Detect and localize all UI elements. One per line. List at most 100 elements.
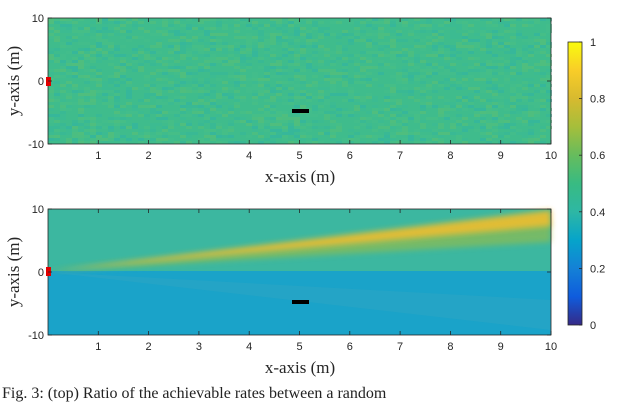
noise-cell [534,99,540,102]
noise-cell [504,18,510,21]
noise-cell [162,60,168,63]
noise-cell [168,24,174,27]
noise-cell [522,114,528,117]
noise-cell [150,111,156,114]
noise-cell [384,90,390,93]
noise-cell [420,90,426,93]
noise-cell [420,123,426,126]
noise-cell [330,57,336,60]
noise-cell [480,48,486,51]
noise-cell [294,141,300,144]
noise-cell [474,96,480,99]
noise-cell [210,33,216,36]
noise-cell [300,132,306,135]
noise-cell [90,123,96,126]
noise-cell [360,30,366,33]
noise-cell [366,123,372,126]
noise-cell [540,126,546,129]
noise-cell [282,111,288,114]
noise-cell [480,72,486,75]
noise-cell [504,75,510,78]
noise-cell [216,141,222,144]
noise-cell [288,81,294,84]
noise-cell [534,51,540,54]
noise-cell [270,123,276,126]
noise-cell [492,57,498,60]
noise-cell [180,48,186,51]
noise-cell [516,33,522,36]
noise-cell [312,39,318,42]
noise-cell [528,123,534,126]
noise-cell [108,135,114,138]
noise-cell [84,120,90,123]
noise-cell [258,60,264,63]
noise-cell [66,27,72,30]
noise-cell [522,99,528,102]
noise-cell [174,141,180,144]
noise-cell [144,87,150,90]
noise-cell [228,81,234,84]
noise-cell [540,63,546,66]
noise-cell [192,72,198,75]
noise-cell [114,117,120,120]
noise-cell [360,66,366,69]
noise-cell [180,45,186,48]
noise-cell [258,66,264,69]
noise-cell [540,141,546,144]
noise-cell [168,51,174,54]
noise-cell [402,57,408,60]
noise-cell [402,117,408,120]
noise-cell [312,75,318,78]
noise-cell [474,39,480,42]
noise-cell [234,81,240,84]
noise-cell [120,60,126,63]
noise-cell [354,21,360,24]
noise-cell [240,36,246,39]
noise-cell [198,48,204,51]
noise-cell [126,39,132,42]
noise-cell [156,87,162,90]
noise-cell [216,135,222,138]
bottom-receiver-marker [292,300,309,304]
noise-cell [150,105,156,108]
noise-cell [54,99,60,102]
noise-cell [462,117,468,120]
noise-cell [210,39,216,42]
noise-cell [318,120,324,123]
noise-cell [402,111,408,114]
noise-cell [456,102,462,105]
noise-cell [78,90,84,93]
noise-cell [258,45,264,48]
noise-cell [204,69,210,72]
noise-cell [258,96,264,99]
noise-cell [120,81,126,84]
noise-cell [216,60,222,63]
noise-cell [210,99,216,102]
noise-cell [216,96,222,99]
noise-cell [204,141,210,144]
noise-cell [204,129,210,132]
noise-cell [486,45,492,48]
noise-cell [192,81,198,84]
noise-cell [288,18,294,21]
noise-cell [114,135,120,138]
noise-cell [138,129,144,132]
noise-cell [522,108,528,111]
noise-cell [282,132,288,135]
noise-cell [186,39,192,42]
noise-cell [180,72,186,75]
noise-cell [324,72,330,75]
noise-cell [312,120,318,123]
noise-cell [192,48,198,51]
noise-cell [276,90,282,93]
noise-cell [432,33,438,36]
noise-cell [216,33,222,36]
noise-cell [144,75,150,78]
noise-cell [168,90,174,93]
noise-cell [48,57,54,60]
noise-cell [96,42,102,45]
noise-cell [486,102,492,105]
noise-cell [546,93,552,96]
noise-cell [90,138,96,141]
noise-cell [240,21,246,24]
